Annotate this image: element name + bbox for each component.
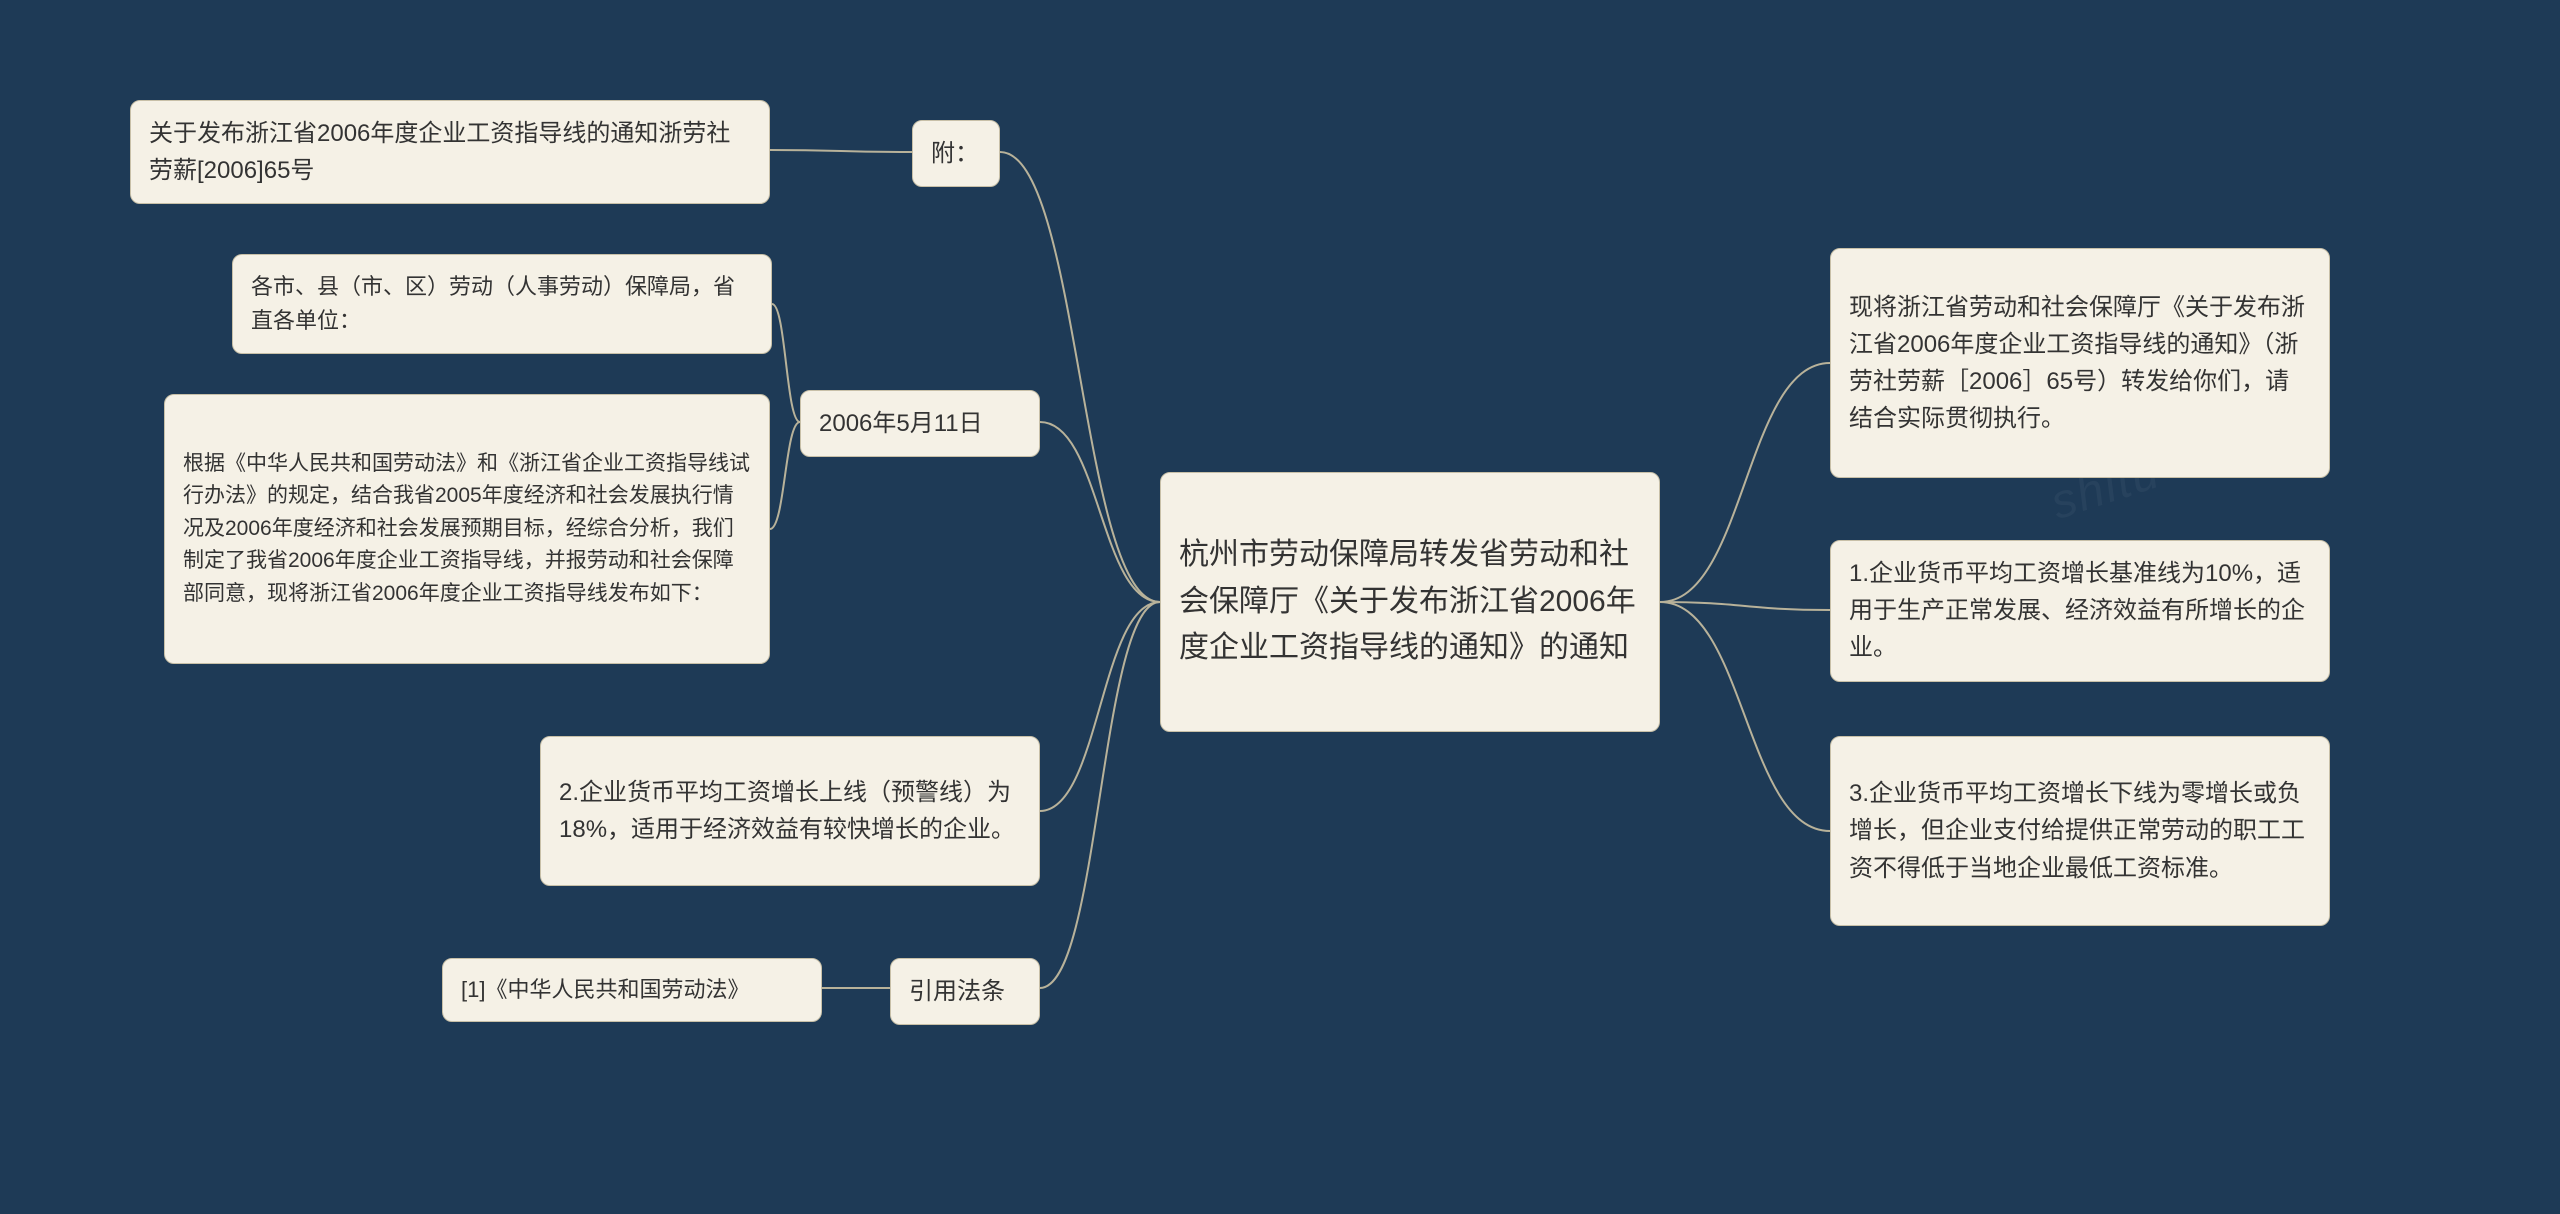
node-text: 1.企业货币平均工资增长基准线为10%，适用于生产正常发展、经济效益有所增长的企… bbox=[1849, 555, 2311, 667]
node-text: 2006年5月11日 bbox=[819, 405, 983, 442]
node-text: 各市、县（市、区）劳动（人事劳动）保障局，省直各单位： bbox=[251, 270, 753, 338]
node-text: [1]《中华人民共和国劳动法》 bbox=[461, 973, 749, 1007]
left-node-ref-child: [1]《中华人民共和国劳动法》 bbox=[442, 958, 822, 1022]
node-text: 引用法条 bbox=[909, 973, 1005, 1010]
left-node-date-child-1: 各市、县（市、区）劳动（人事劳动）保障局，省直各单位： bbox=[232, 254, 772, 354]
left-node-fu: 附： bbox=[912, 120, 1000, 187]
left-node-date-child-2: 根据《中华人民共和国劳动法》和《浙江省企业工资指导线试行办法》的规定，结合我省2… bbox=[164, 394, 770, 664]
right-node-2: 1.企业货币平均工资增长基准线为10%，适用于生产正常发展、经济效益有所增长的企… bbox=[1830, 540, 2330, 682]
left-node-date: 2006年5月11日 bbox=[800, 390, 1040, 457]
node-text: 附： bbox=[931, 135, 979, 172]
root-node: 杭州市劳动保障局转发省劳动和社会保障厅《关于发布浙江省2006年度企业工资指导线… bbox=[1160, 472, 1660, 732]
root-text: 杭州市劳动保障局转发省劳动和社会保障厅《关于发布浙江省2006年度企业工资指导线… bbox=[1179, 532, 1641, 672]
left-node-fu-child: 关于发布浙江省2006年度企业工资指导线的通知浙劳社劳薪[2006]65号 bbox=[130, 100, 770, 204]
node-text: 根据《中华人民共和国劳动法》和《浙江省企业工资指导线试行办法》的规定，结合我省2… bbox=[183, 448, 751, 611]
node-text: 3.企业货币平均工资增长下线为零增长或负增长，但企业支付给提供正常劳动的职工工资… bbox=[1849, 775, 2311, 887]
node-text: 2.企业货币平均工资增长上线（预警线）为18%，适用于经济效益有较快增长的企业。 bbox=[559, 774, 1021, 848]
left-node-ref: 引用法条 bbox=[890, 958, 1040, 1025]
left-node-item2: 2.企业货币平均工资增长上线（预警线）为18%，适用于经济效益有较快增长的企业。 bbox=[540, 736, 1040, 886]
node-text: 关于发布浙江省2006年度企业工资指导线的通知浙劳社劳薪[2006]65号 bbox=[149, 115, 751, 189]
right-node-1: 现将浙江省劳动和社会保障厅《关于发布浙江省2006年度企业工资指导线的通知》（浙… bbox=[1830, 248, 2330, 478]
right-node-3: 3.企业货币平均工资增长下线为零增长或负增长，但企业支付给提供正常劳动的职工工资… bbox=[1830, 736, 2330, 926]
node-text: 现将浙江省劳动和社会保障厅《关于发布浙江省2006年度企业工资指导线的通知》（浙… bbox=[1849, 289, 2311, 438]
